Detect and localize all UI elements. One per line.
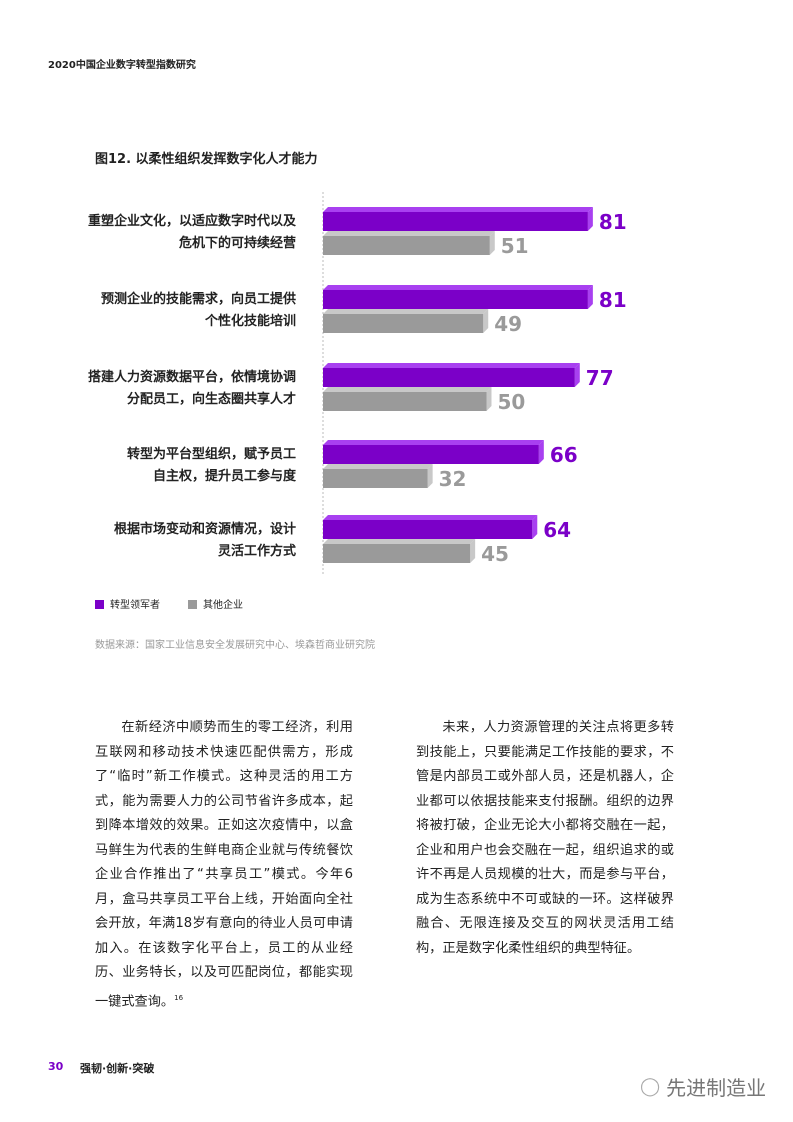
data-label: 66 (550, 443, 578, 467)
page-number: 30 (48, 1060, 64, 1073)
bar-leader (323, 520, 533, 539)
data-label: 50 (498, 390, 526, 414)
legend: 转型领军者 其他企业 (95, 596, 243, 611)
data-label: 49 (494, 312, 522, 336)
running-header: 2020中国企业数字转型指数研究 (48, 60, 196, 71)
data-label: 32 (439, 467, 467, 491)
data-source: 数据来源：国家工业信息安全发展研究中心、埃森哲商业研究院 (95, 640, 375, 651)
bar-other (323, 544, 471, 563)
bar-side (587, 207, 593, 231)
bar-top (323, 285, 593, 290)
bar-top (323, 309, 489, 314)
bar-other (323, 236, 490, 255)
data-label: 77 (586, 366, 614, 390)
bar-leader (323, 445, 539, 464)
bar-other (323, 314, 484, 333)
watermark: ◯ 先进制造业 (640, 1076, 767, 1100)
bar-leader (323, 290, 588, 309)
bar-top (323, 515, 538, 520)
bar-top (323, 231, 495, 236)
bar-chart: 81 51 81 49 77 50 66 32 64 45 (322, 192, 627, 575)
bar-top (323, 363, 580, 368)
data-label: 64 (543, 518, 571, 542)
legend-other: 其他企业 (188, 596, 243, 611)
bar-top (323, 464, 433, 469)
body-left: 在新经济中顺势而生的零工经济，利用互联网和移动技术快速匹配供需方，形成了“临时”… (95, 720, 353, 1009)
category-label: 预测企业的技能需求，向员工提供 个性化技能培训 (100, 292, 296, 329)
data-label: 81 (599, 210, 627, 234)
category-label: 转型为平台型组织，赋予员工 自主权，提升员工参与度 (126, 447, 296, 484)
bar-top (323, 207, 593, 212)
bar-top (323, 440, 544, 445)
bar-side (470, 539, 476, 563)
category-label: 搭建人力资源数据平台，依情境协调 分配员工，向生态圈共享人才 (87, 370, 296, 407)
legend-leader: 转型领军者 (95, 596, 160, 611)
bar-side (427, 464, 433, 488)
wechat-icon: ◯ (640, 1076, 661, 1097)
bar-side (574, 363, 580, 387)
footnote-ref: 16 (174, 993, 184, 1002)
bar-side (532, 515, 538, 539)
category-label: 重塑企业文化，以适应数字时代以及 危机下的可持续经营 (87, 214, 296, 251)
data-label: 81 (599, 288, 627, 312)
bar-leader (323, 368, 575, 387)
data-label: 45 (481, 542, 509, 566)
bar-side (538, 440, 544, 464)
data-label: 51 (501, 234, 529, 258)
body-right: 未来，人力资源管理的关注点将更多转到技能上，只要能满足工作技能的要求，不管是内部… (416, 720, 674, 956)
footer-title: 强韧·创新·突破 (80, 1062, 155, 1075)
bar-side (489, 231, 495, 255)
bar-leader (323, 212, 588, 231)
category-label: 根据市场变动和资源情况，设计 灵活工作方式 (113, 522, 296, 559)
bar-top (323, 387, 492, 392)
bar-side (486, 387, 492, 411)
bar-other (323, 392, 487, 411)
bar-other (323, 469, 428, 488)
bar-side (587, 285, 593, 309)
bar-side (483, 309, 489, 333)
bar-top (323, 539, 476, 544)
figure-title: 图12. 以柔性组织发挥数字化人才能力 (95, 152, 318, 167)
